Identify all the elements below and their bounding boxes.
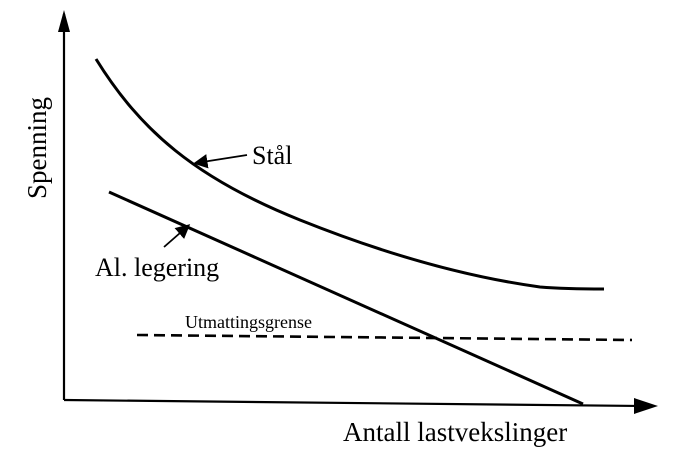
x-axis-label: Antall lastvekslinger	[343, 417, 567, 447]
series-label-stal: Stål	[252, 141, 292, 170]
series-label-utmattingsgrense: Utmattingsgrense	[185, 312, 312, 332]
series-label-al-legering: Al. legering	[95, 253, 219, 282]
x-axis-arrowhead	[634, 398, 658, 414]
stal-pointer-arrow	[193, 154, 248, 169]
y-axis-label: Spenning	[22, 97, 52, 199]
series-line-utmattingsgrense	[136, 333, 633, 342]
series-line-al-legering	[108, 190, 584, 406]
al-legering-pointer-arrow	[163, 224, 191, 248]
y-axis-arrowhead	[58, 10, 70, 32]
series-line-stal	[94, 58, 605, 291]
x-axis	[63, 398, 641, 408]
